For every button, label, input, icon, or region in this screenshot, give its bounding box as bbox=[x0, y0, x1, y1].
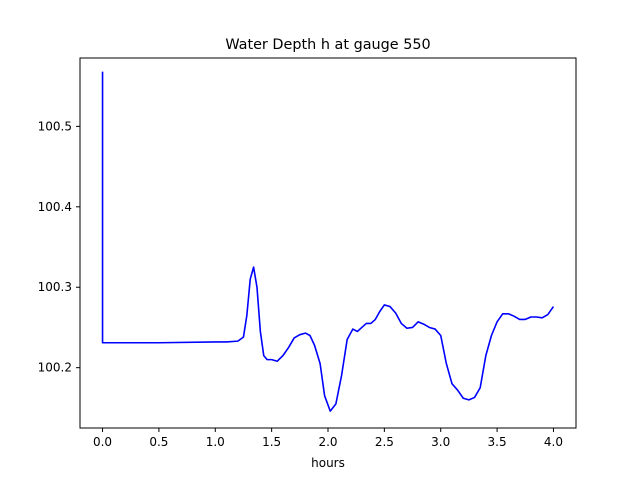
x-axis-label: hours bbox=[311, 456, 345, 470]
x-tick-label: 1.5 bbox=[262, 435, 281, 449]
chart-title: Water Depth h at gauge 550 bbox=[225, 37, 430, 53]
y-tick-label: 100.2 bbox=[38, 361, 72, 375]
x-tick-label: 0.0 bbox=[93, 435, 112, 449]
x-tick-label: 3.5 bbox=[488, 435, 507, 449]
x-tick-label: 1.0 bbox=[206, 435, 225, 449]
y-tick-label: 100.4 bbox=[38, 200, 72, 214]
x-tick-label: 0.5 bbox=[149, 435, 168, 449]
y-tick-label: 100.3 bbox=[38, 280, 72, 294]
axes-frame bbox=[79, 57, 577, 429]
y-tick-label: 100.5 bbox=[38, 119, 72, 133]
x-axis: 0.0 0.5 1.0 1.5 2.0 2.5 3.0 3.5 4.0 bbox=[93, 428, 563, 449]
x-tick-label: 2.0 bbox=[318, 435, 337, 449]
x-tick-label: 4.0 bbox=[544, 435, 563, 449]
x-tick-label: 3.0 bbox=[431, 435, 450, 449]
plot-area bbox=[101, 71, 555, 412]
y-axis: 100.2 100.3 100.4 100.5 bbox=[38, 119, 80, 375]
x-tick-label: 2.5 bbox=[375, 435, 394, 449]
series-line-0 bbox=[101, 71, 555, 412]
